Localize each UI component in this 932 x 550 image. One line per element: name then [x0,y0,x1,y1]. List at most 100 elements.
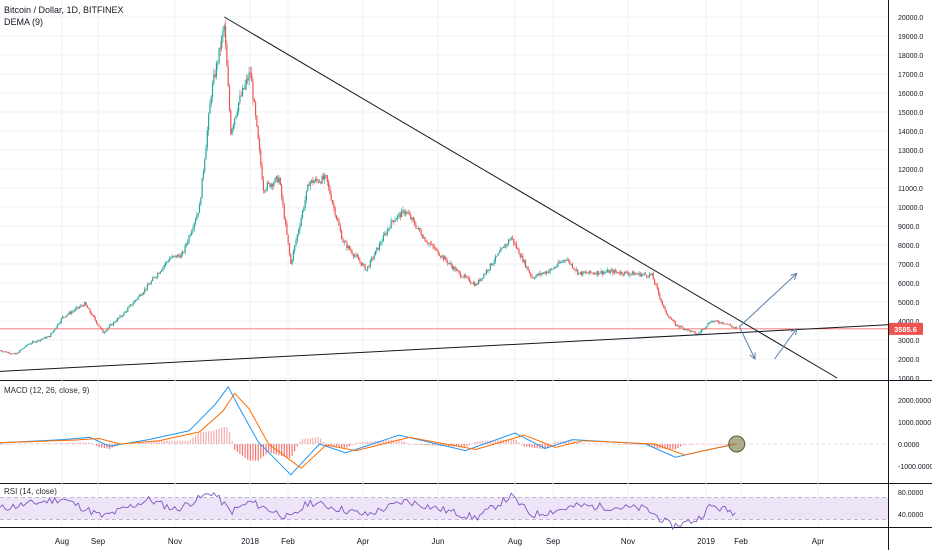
candle-body[interactable] [129,304,131,307]
candle-body[interactable] [621,271,623,275]
candle-body[interactable] [389,228,391,229]
candle-body[interactable] [530,272,532,276]
candle-body[interactable] [420,231,422,236]
candle-body[interactable] [574,268,576,271]
candle-body[interactable] [685,329,687,331]
candle-body[interactable] [689,330,691,332]
candle-body[interactable] [324,175,326,180]
candle-body[interactable] [433,246,435,249]
candle-body[interactable] [312,179,314,184]
candle-body[interactable] [391,220,394,222]
candle-body[interactable] [335,215,338,219]
candle-body[interactable] [194,219,197,224]
candle-body[interactable] [258,138,261,151]
candle-body[interactable] [60,318,62,323]
candle-body[interactable] [116,318,118,322]
candle-body[interactable] [226,44,228,67]
candle-body[interactable] [17,352,19,354]
candle-body[interactable] [553,267,555,270]
candle-body[interactable] [214,74,216,77]
candle-body[interactable] [564,260,566,262]
candle-body[interactable] [307,184,309,191]
candle-body[interactable] [184,245,186,253]
candle-body[interactable] [588,270,590,274]
candle-body[interactable] [257,126,259,139]
candle-body[interactable] [238,102,240,112]
candle-body[interactable] [178,254,180,256]
candle-body[interactable] [729,324,731,326]
candle-body[interactable] [623,271,626,275]
candle-body[interactable] [610,269,613,271]
candle-body[interactable] [616,271,618,273]
candle-body[interactable] [367,266,369,270]
candle-body[interactable] [161,270,163,272]
candle-body[interactable] [264,190,266,192]
candle-body[interactable] [617,271,619,274]
candle-body[interactable] [539,272,541,276]
candle-body[interactable] [16,352,18,355]
candle-body[interactable] [185,243,188,246]
candle-body[interactable] [633,271,635,276]
candle-body[interactable] [517,248,519,249]
candle-body[interactable] [660,298,662,302]
candle-body[interactable] [133,301,135,304]
candle-body[interactable] [291,259,293,264]
candle-body[interactable] [219,47,221,49]
candle-body[interactable] [15,353,17,355]
candle-body[interactable] [605,271,607,273]
candle-body[interactable] [123,312,125,316]
candle-body[interactable] [201,177,203,198]
candle-body[interactable] [193,223,195,229]
candle-body[interactable] [681,326,683,328]
candle-body[interactable] [107,327,109,330]
candle-body[interactable] [687,329,690,331]
candle-body[interactable] [317,180,319,183]
candle-body[interactable] [381,241,383,244]
candle-body[interactable] [314,178,317,182]
candle-body[interactable] [371,257,373,261]
candle-body[interactable] [320,181,322,184]
candle-body[interactable] [713,321,716,322]
candle-body[interactable] [673,320,675,322]
candle-body[interactable] [197,213,199,215]
candle-body[interactable] [277,176,279,183]
candle-body[interactable] [245,79,248,85]
candle-body[interactable] [304,200,306,208]
candle-body[interactable] [596,271,598,275]
candle-body[interactable] [172,256,175,257]
candle-body[interactable] [232,124,235,129]
candle-body[interactable] [270,184,272,187]
candle-body[interactable] [166,261,168,263]
candle-body[interactable] [724,323,726,325]
candle-body[interactable] [397,215,399,219]
candle-body[interactable] [42,338,44,340]
candle-body[interactable] [45,337,47,339]
candle-body[interactable] [145,288,147,290]
candle-body[interactable] [702,328,704,331]
candle-body[interactable] [204,159,206,172]
candle-body[interactable] [520,255,523,258]
candle-body[interactable] [131,304,133,306]
candle-body[interactable] [635,273,637,275]
candle-body[interactable] [683,329,686,330]
candle-body[interactable] [108,325,111,328]
candle-body[interactable] [638,272,640,275]
candle-body[interactable] [488,269,490,271]
candle-body[interactable] [417,227,420,229]
candle-body[interactable] [725,323,727,325]
candle-body[interactable] [591,272,593,274]
candle-body[interactable] [337,218,339,221]
candle-body[interactable] [442,255,444,260]
candle-body[interactable] [46,336,48,339]
candle-body[interactable] [676,324,678,326]
candle-body[interactable] [481,278,484,279]
candle-body[interactable] [386,229,388,235]
candle-body[interactable] [437,249,439,255]
candle-body[interactable] [600,271,602,274]
candle-body[interactable] [566,260,568,261]
candle-body[interactable] [146,284,148,290]
candle-body[interactable] [8,352,10,354]
candle-body[interactable] [719,322,721,324]
candle-body[interactable] [333,203,335,208]
candle-body[interactable] [571,263,574,268]
